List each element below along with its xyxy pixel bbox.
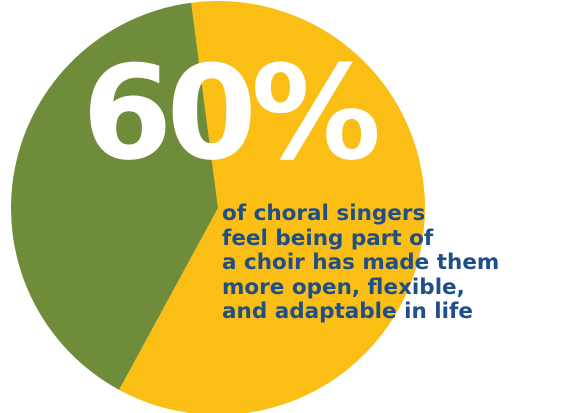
caption-line: and adaptable in life [222, 299, 473, 325]
pie-slice-highlight [119, 1, 425, 413]
caption-line: of choral singers [222, 201, 426, 226]
caption-line: more open, flexible, [222, 274, 465, 300]
caption-line: a choir has made them [222, 250, 500, 276]
headline-percentage: 60% [82, 37, 381, 189]
pie-slice-remainder [10, 2, 219, 390]
caption-line: feel being part of [222, 225, 434, 251]
caption: of choral singers feel being part of a c… [222, 201, 500, 325]
